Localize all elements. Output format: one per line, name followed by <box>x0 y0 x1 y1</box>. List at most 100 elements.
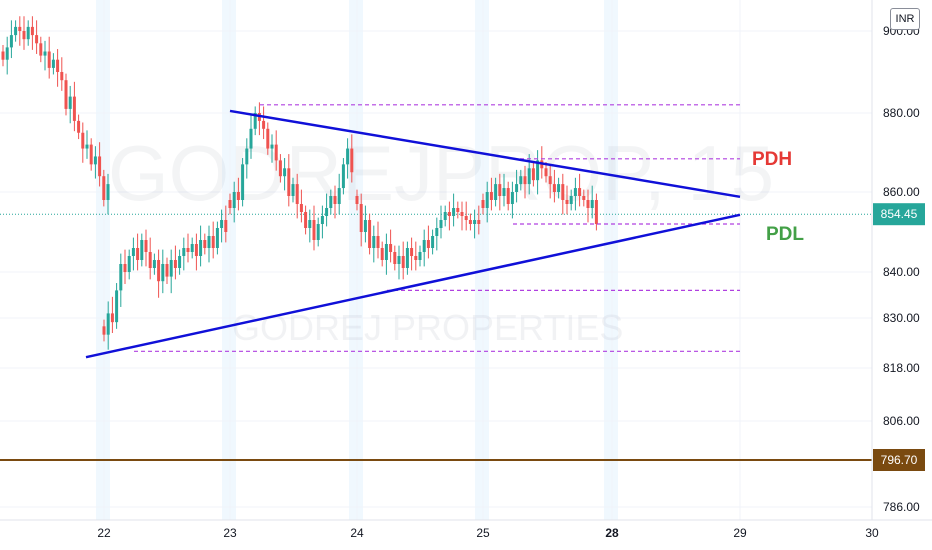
candle[interactable] <box>582 189 586 207</box>
annotation-pdl[interactable]: PDL <box>766 224 804 245</box>
candle[interactable] <box>136 233 140 271</box>
candle[interactable] <box>506 181 510 211</box>
candle[interactable] <box>569 189 573 211</box>
candle[interactable] <box>405 241 409 275</box>
candle[interactable] <box>485 181 489 223</box>
candle[interactable] <box>489 177 493 211</box>
candle[interactable] <box>262 106 266 140</box>
candle[interactable] <box>56 49 60 87</box>
candle[interactable] <box>594 193 598 231</box>
candle[interactable] <box>72 81 76 132</box>
candle[interactable] <box>190 237 194 259</box>
candle[interactable] <box>287 154 291 207</box>
candle[interactable] <box>502 173 506 207</box>
candle[interactable] <box>536 150 540 195</box>
candle[interactable] <box>274 130 278 171</box>
candle[interactable] <box>393 245 397 271</box>
candle[interactable] <box>283 158 287 191</box>
candle[interactable] <box>77 114 81 140</box>
candle[interactable] <box>5 36 9 75</box>
candle[interactable] <box>89 138 93 171</box>
currency-badge[interactable]: INR <box>890 8 920 30</box>
annotations[interactable]: PDH PDL <box>752 149 804 245</box>
trendline-lower[interactable] <box>85 213 741 359</box>
candle[interactable] <box>565 185 569 215</box>
candle[interactable] <box>173 245 177 280</box>
candle[interactable] <box>30 16 34 50</box>
candle[interactable] <box>106 301 110 350</box>
candle[interactable] <box>350 134 354 183</box>
candle[interactable] <box>9 20 13 59</box>
candle[interactable] <box>325 193 329 227</box>
candle[interactable] <box>316 217 320 247</box>
candle[interactable] <box>515 169 519 203</box>
candle[interactable] <box>431 229 435 255</box>
candle[interactable] <box>270 134 274 163</box>
candle[interactable] <box>60 57 64 91</box>
candle[interactable] <box>85 130 89 159</box>
candle[interactable] <box>414 241 418 271</box>
candle[interactable] <box>228 193 232 215</box>
trendline-upper[interactable] <box>229 109 741 199</box>
candle[interactable] <box>426 225 430 259</box>
candle[interactable] <box>397 245 401 280</box>
candle[interactable] <box>456 201 460 219</box>
candle[interactable] <box>148 237 152 280</box>
candle[interactable] <box>266 122 270 155</box>
candle[interactable] <box>194 233 198 271</box>
candle[interactable] <box>119 253 123 307</box>
candle[interactable] <box>144 229 148 267</box>
candle[interactable] <box>51 53 55 75</box>
candle[interactable] <box>439 205 443 239</box>
candle[interactable] <box>557 177 561 199</box>
x-axis[interactable]: 22 23 24 25 28 29 30 <box>97 526 879 540</box>
candle[interactable] <box>510 181 514 219</box>
candle[interactable] <box>460 201 464 231</box>
candle[interactable] <box>368 213 372 255</box>
candle[interactable] <box>14 20 18 42</box>
candle[interactable] <box>519 169 523 191</box>
candle[interactable] <box>22 16 26 50</box>
candle[interactable] <box>224 205 228 243</box>
candle[interactable] <box>131 237 135 271</box>
candle[interactable] <box>35 20 39 54</box>
candle[interactable] <box>548 165 552 199</box>
candle[interactable] <box>359 193 363 247</box>
candle[interactable] <box>98 142 102 187</box>
candle[interactable] <box>241 158 245 207</box>
candle[interactable] <box>320 205 324 239</box>
candle[interactable] <box>245 138 249 179</box>
candle[interactable] <box>333 185 337 219</box>
candle[interactable] <box>561 173 565 215</box>
candle[interactable] <box>169 249 173 294</box>
candle[interactable] <box>452 193 456 227</box>
candle[interactable] <box>494 177 498 207</box>
candle[interactable] <box>443 205 447 227</box>
candle[interactable] <box>140 233 144 267</box>
candle[interactable] <box>376 221 380 259</box>
candle[interactable] <box>308 209 312 243</box>
candle[interactable] <box>346 138 350 179</box>
candle[interactable] <box>531 161 535 187</box>
candle[interactable] <box>552 169 556 203</box>
candle[interactable] <box>278 154 282 183</box>
candle[interactable] <box>43 40 47 71</box>
candle[interactable] <box>110 296 114 333</box>
candle[interactable] <box>523 165 527 199</box>
candle[interactable] <box>473 209 477 239</box>
candle[interactable] <box>236 177 240 211</box>
candle[interactable] <box>161 249 165 294</box>
candle[interactable] <box>165 257 169 284</box>
candle[interactable] <box>123 249 127 284</box>
candle[interactable] <box>106 173 110 215</box>
candle[interactable] <box>401 241 405 280</box>
candle[interactable] <box>410 237 414 271</box>
candle[interactable] <box>157 249 161 298</box>
candle[interactable] <box>498 173 502 211</box>
candle[interactable] <box>127 249 131 280</box>
candle[interactable] <box>304 205 308 235</box>
candle[interactable] <box>464 201 468 231</box>
candle[interactable] <box>215 221 219 255</box>
candle[interactable] <box>249 114 253 159</box>
